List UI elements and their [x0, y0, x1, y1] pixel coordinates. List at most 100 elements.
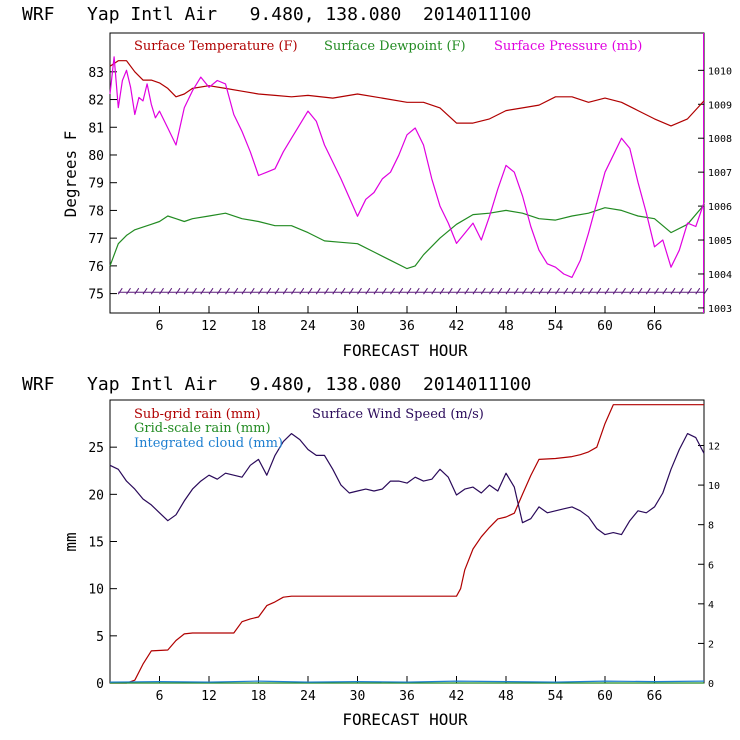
x-tick-label: 18 [251, 319, 267, 334]
wind-barb [456, 287, 461, 295]
legend-integrated-cloud: Integrated cloud (mm) [134, 436, 283, 451]
wind-barb [291, 287, 296, 295]
wind-barb [348, 287, 354, 295]
wind-barb [579, 287, 585, 295]
legend-temperature: Surface Temperature (F) [134, 39, 298, 54]
y-axis-ticks: 0 5 10 15 20 25 [88, 441, 117, 692]
x-tick-label: 42 [449, 319, 465, 334]
wind-barb [299, 287, 305, 295]
wind-barb [324, 287, 329, 295]
series-lines [109, 404, 705, 684]
wind-barb [126, 287, 131, 295]
x-tick-label: 24 [300, 319, 316, 334]
wind-barbs [117, 287, 709, 295]
legend-wind-speed: Surface Wind Speed (m/s) [312, 407, 484, 422]
x-tick-label: 12 [201, 689, 217, 704]
x-tick-label: 24 [300, 689, 316, 704]
wind-barb [208, 287, 214, 295]
wind-barb [216, 287, 222, 295]
wind-barb [678, 287, 684, 295]
wind-barb [200, 287, 206, 295]
y-tick-label: 77 [88, 232, 104, 247]
wind-barb [546, 287, 552, 295]
temperature-panel: WRF Yap Intl Air 9.480, 138.080 20140111… [22, 4, 732, 360]
x-tick-label: 30 [350, 319, 366, 334]
wind-barb [629, 287, 635, 295]
legend-gridscale-rain: Grid-scale rain (mm) [134, 421, 271, 436]
wind-barb [332, 287, 338, 295]
y-tick-label: 76 [88, 260, 104, 275]
panel-title: WRF Yap Intl Air 9.480, 138.080 20140111… [22, 374, 531, 395]
y2-tick-label: 6 [708, 560, 714, 571]
x-axis-ticks: 6 12 18 24 30 36 42 48 54 60 66 [156, 306, 663, 334]
precipitation-panel: WRF Yap Intl Air 9.480, 138.080 20140111… [22, 374, 720, 729]
wind-barb [183, 287, 189, 295]
wind-barb [167, 287, 173, 295]
wind-barb [414, 287, 420, 295]
x-tick-label: 48 [498, 319, 514, 334]
wind-barb [480, 287, 486, 295]
surface-dewpoint-line [109, 204, 705, 270]
y-tick-label: 25 [88, 441, 104, 456]
x-axis-ticks: 6 12 18 24 30 36 42 48 54 60 66 [156, 676, 662, 704]
y2-axis-ticks: 1003 1004 1005 1006 1007 1008 1009 1010 [698, 66, 732, 315]
y2-tick-label: 0 [708, 679, 714, 690]
wind-barb [538, 287, 544, 295]
wind-barb [489, 287, 494, 295]
y-tick-label: 82 [88, 94, 104, 109]
wind-barb [645, 287, 651, 295]
y-tick-label: 83 [88, 66, 104, 81]
x-tick-label: 54 [548, 689, 564, 704]
wind-barb [381, 287, 387, 295]
wind-barb [373, 287, 379, 295]
wind-barb [513, 287, 519, 295]
wind-barb [406, 287, 412, 295]
y-tick-label: 15 [88, 536, 104, 551]
wind-barb [266, 287, 272, 295]
y2-tick-label: 8 [708, 521, 714, 532]
series-lines [109, 56, 705, 278]
wind-barb [563, 287, 569, 295]
wind-barb [670, 287, 676, 295]
wind-barb [497, 287, 503, 295]
wind-barb [150, 287, 156, 295]
y2-tick-label: 4 [708, 600, 714, 611]
wind-barb [274, 287, 280, 295]
y-axis-ticks: 75 76 77 78 79 80 81 82 83 [88, 66, 117, 303]
legend-pressure: Surface Pressure (mb) [494, 39, 642, 54]
y2-tick-label: 1004 [708, 270, 732, 281]
panel-title: WRF Yap Intl Air 9.480, 138.080 20140111… [22, 4, 531, 25]
y-tick-label: 20 [88, 488, 104, 503]
wind-barb [423, 287, 428, 295]
wind-barb [192, 287, 197, 295]
wind-barb [142, 287, 148, 295]
x-tick-label: 6 [156, 319, 164, 334]
wind-barb [604, 287, 610, 295]
y-tick-label: 80 [88, 149, 104, 164]
x-tick-label: 6 [156, 689, 164, 704]
legend-subgrid-rain: Sub-grid rain (mm) [134, 407, 261, 422]
wind-barb [249, 287, 255, 295]
wind-barb [505, 287, 511, 295]
wind-barb [340, 287, 346, 295]
x-tick-label: 60 [597, 319, 613, 334]
y-tick-label: 75 [88, 288, 104, 303]
y2-tick-label: 2 [708, 639, 714, 650]
x-tick-label: 60 [597, 689, 613, 704]
y2-tick-label: 10 [708, 481, 720, 492]
wind-barb [357, 287, 362, 295]
wind-barb [464, 287, 470, 295]
wind-barb [654, 287, 659, 295]
y2-tick-label: 1007 [708, 168, 732, 179]
wind-barb [588, 287, 593, 295]
wind-barb [596, 287, 602, 295]
wind-barb [390, 287, 395, 295]
y2-axis-ticks: 0 2 4 6 8 10 12 [698, 442, 720, 690]
y-tick-label: 0 [96, 677, 104, 692]
surface-temperature-line [109, 60, 705, 127]
wind-barb [472, 287, 478, 295]
wind-barb [117, 287, 123, 295]
pressure-axis-line [703, 33, 704, 313]
x-tick-label: 66 [647, 319, 663, 334]
